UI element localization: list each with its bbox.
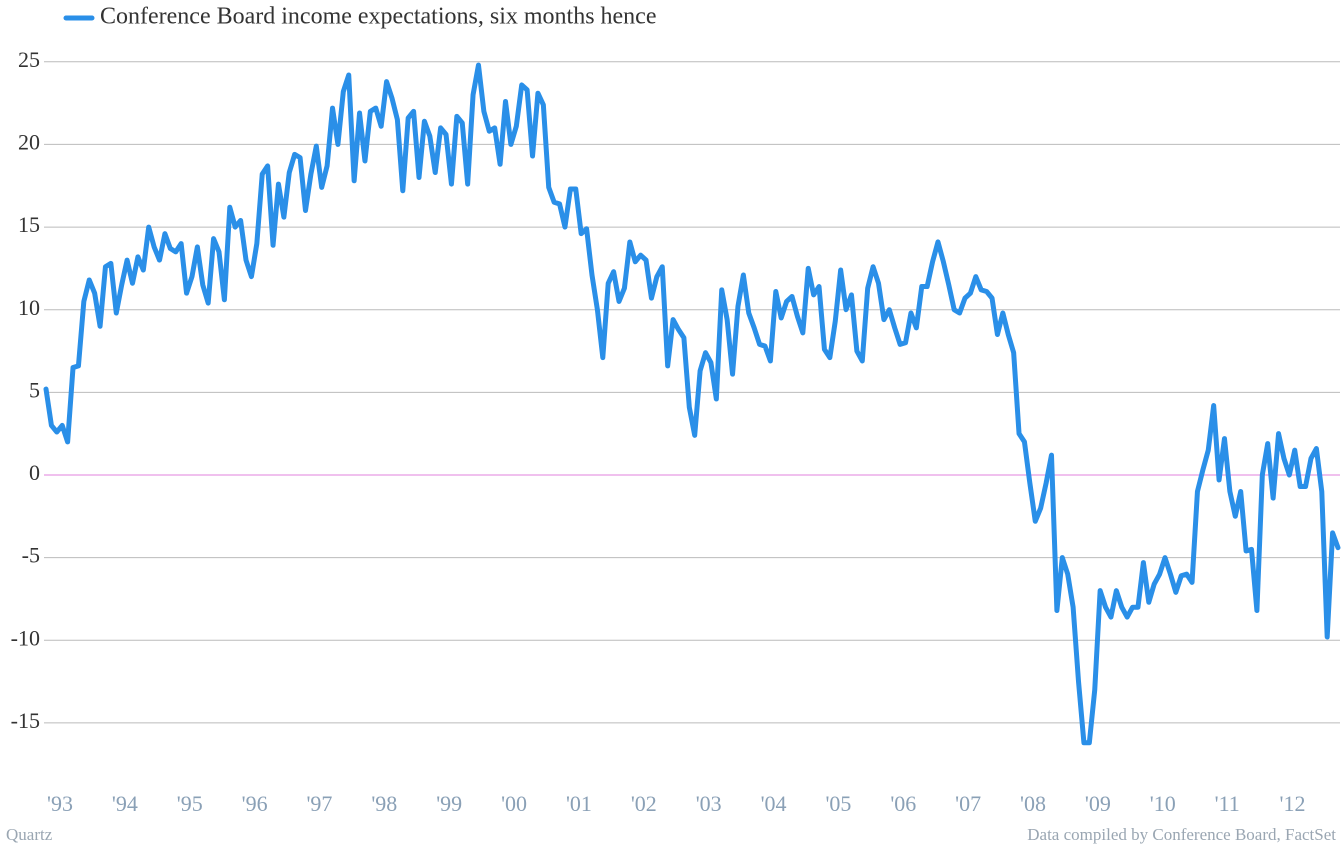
- y-tick-label: -10: [11, 625, 40, 650]
- y-tick-label: 20: [18, 129, 40, 154]
- x-tick-label: '93: [47, 791, 73, 816]
- x-tick-label: '06: [890, 791, 916, 816]
- source: Data compiled by Conference Board, FactS…: [1027, 825, 1336, 844]
- x-tick-label: '96: [242, 791, 268, 816]
- x-tick-label: '09: [1085, 791, 1111, 816]
- x-tick-label: '05: [825, 791, 851, 816]
- x-tick-label: '94: [112, 791, 138, 816]
- y-tick-label: 0: [29, 460, 40, 485]
- x-tick-label: '99: [436, 791, 462, 816]
- legend-label: Conference Board income expectations, si…: [100, 4, 657, 30]
- x-tick-label: '01: [566, 791, 592, 816]
- x-tick-label: '02: [631, 791, 657, 816]
- x-tick-label: '95: [177, 791, 203, 816]
- x-tick-label: '03: [696, 791, 722, 816]
- x-tick-label: '07: [955, 791, 981, 816]
- credit: Quartz: [6, 825, 53, 844]
- x-tick-label: '00: [501, 791, 527, 816]
- x-tick-label: '97: [306, 791, 332, 816]
- x-tick-label: '10: [1150, 791, 1176, 816]
- x-tick-label: '08: [1020, 791, 1046, 816]
- y-tick-label: 10: [18, 295, 40, 320]
- line: [43, 62, 1341, 746]
- x-tick-label: '98: [371, 791, 397, 816]
- x-tick-label: '04: [761, 791, 787, 816]
- y-tick-label: 5: [29, 377, 40, 402]
- y-tick-label: -15: [11, 708, 40, 733]
- x-tick-label: '11: [1215, 791, 1240, 816]
- y-tick-label: -5: [22, 543, 40, 568]
- y-tick-label: 25: [18, 47, 40, 72]
- y-tick-label: 15: [18, 212, 40, 237]
- x-tick-label: '12: [1280, 791, 1306, 816]
